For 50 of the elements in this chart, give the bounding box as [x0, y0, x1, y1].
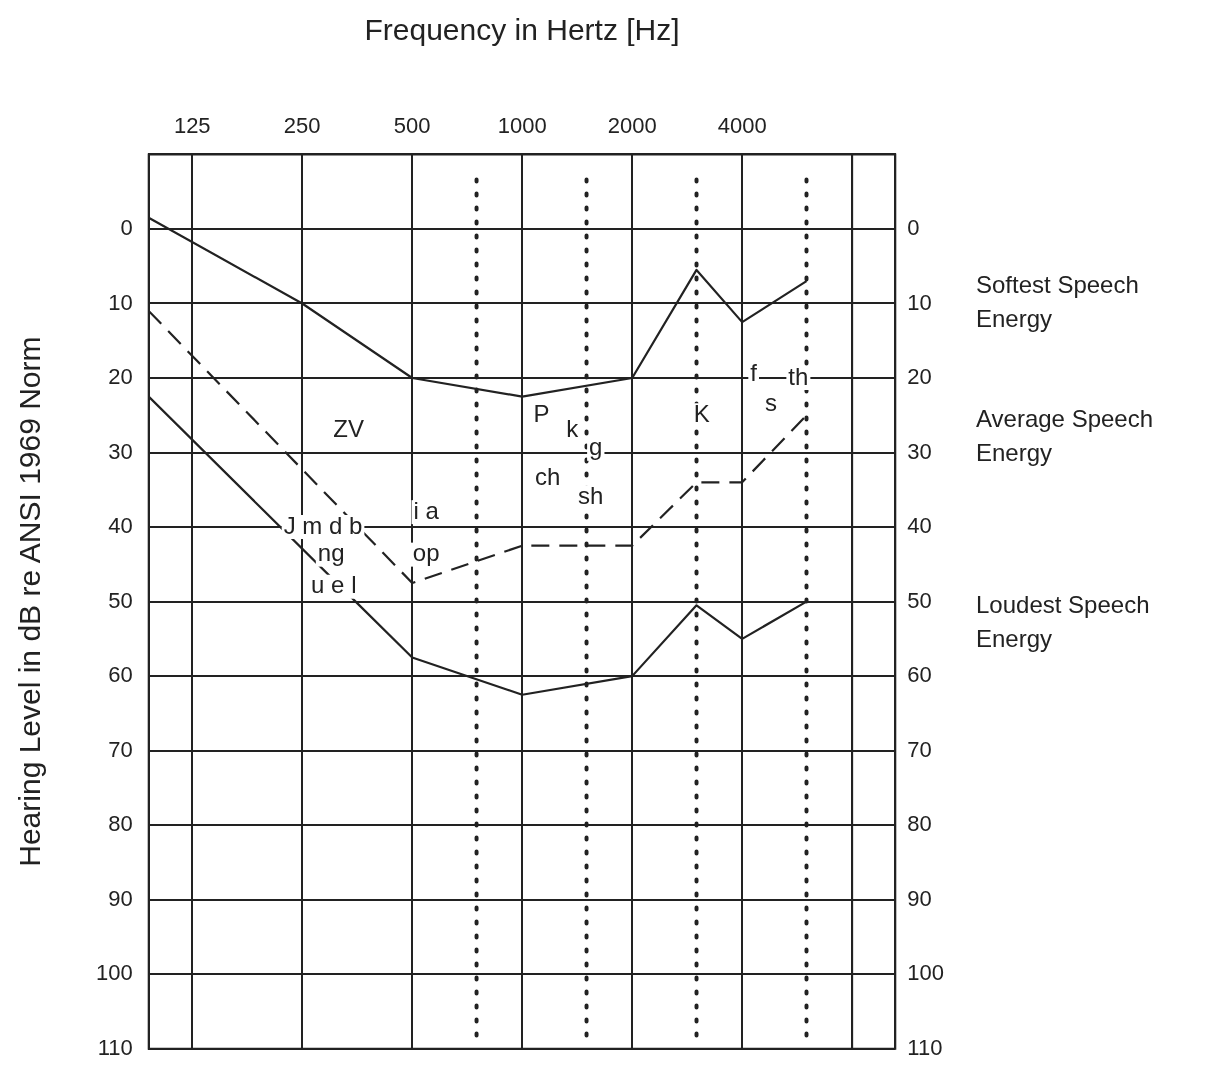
x-axis-title: Frequency in Hertz [Hz]	[364, 13, 680, 47]
annotation: s	[765, 388, 778, 416]
text: Average Speech Energy	[976, 404, 1154, 466]
annotation: J m d b	[283, 511, 363, 539]
y-tick-label: 40	[108, 513, 133, 539]
annotation: g	[589, 433, 603, 461]
y-tick-label: 100	[95, 960, 133, 986]
y2-tick-label: 10	[907, 289, 932, 315]
annotation: ng	[317, 539, 345, 567]
y-tick-label: 110	[97, 1034, 133, 1060]
y2-tick-label: 20	[907, 364, 932, 390]
y-tick-label: 70	[108, 736, 133, 762]
y-tick-label: 90	[108, 885, 133, 911]
x-tick-label: 2000	[607, 113, 657, 139]
annotation: th	[788, 362, 809, 390]
annotation: ch	[535, 463, 561, 491]
x-tick-label: 1000	[497, 113, 547, 139]
y-tick-label: 0	[120, 215, 133, 240]
y-tick-label: 80	[108, 811, 133, 837]
y2-tick-label: 70	[907, 736, 932, 762]
annotation: P	[533, 399, 550, 427]
annotation: f	[750, 358, 758, 386]
annotation: op	[412, 539, 440, 567]
y-tick-label: 10	[108, 289, 133, 315]
y-axis-title: Hearing Level in dB re ANSI 1969 Norm	[13, 336, 47, 867]
x-tick-label: 500	[393, 113, 431, 139]
y2-tick-label: 90	[907, 885, 932, 911]
x-tick-label: 250	[283, 113, 321, 139]
x-tick-label: 125	[173, 113, 211, 139]
y-tick-label: 60	[108, 662, 133, 688]
y-tick-label: 50	[108, 587, 133, 613]
text: Softest Speech Energy	[976, 270, 1139, 332]
y2-tick-label: 60	[907, 662, 932, 688]
y2-tick-label: 30	[907, 438, 932, 464]
y-tick-label: 20	[108, 364, 133, 390]
x-tick-label: 4000	[717, 113, 767, 139]
annotation: k	[566, 414, 580, 442]
y2-tick-label: 100	[907, 960, 945, 986]
annotation: i a	[413, 496, 440, 524]
y2-tick-label: 80	[907, 811, 932, 837]
annotation: K	[693, 399, 710, 427]
y2-tick-label: 110	[907, 1034, 943, 1060]
y2-tick-label: 50	[907, 587, 932, 613]
annotation: u e l	[311, 571, 357, 599]
y-tick-label: 30	[108, 438, 133, 464]
annotation: ZV	[333, 414, 365, 442]
y2-tick-label: 40	[907, 513, 932, 539]
text: Loudest Speech Energy	[976, 591, 1150, 653]
y2-tick-label: 0	[907, 215, 920, 240]
annotation: sh	[578, 481, 604, 509]
